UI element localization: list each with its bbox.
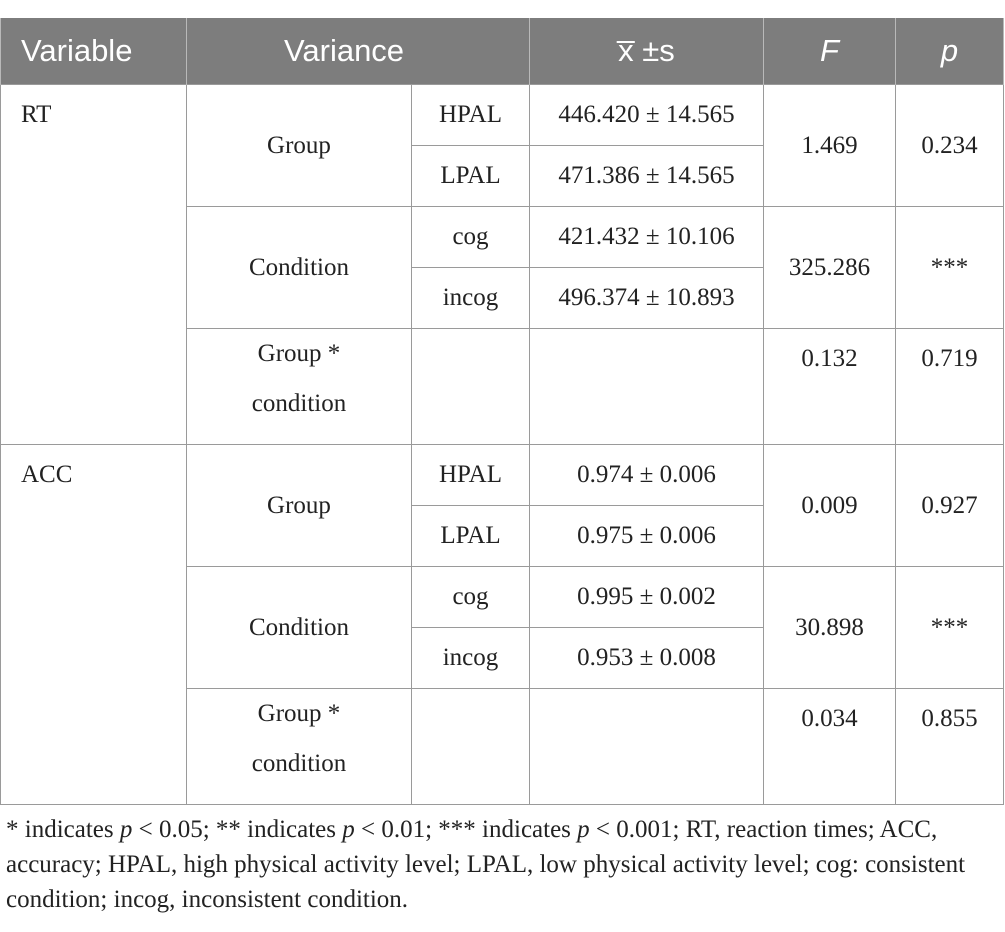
table-row: Condition cog 0.995 ± 0.002 30.898 ***: [1, 566, 1004, 689]
header-variable: Variable: [0, 18, 187, 85]
footnote-p-symbol: p: [342, 816, 355, 843]
level-cell: LPAL: [411, 505, 530, 567]
p-cell: 0.855: [895, 688, 1004, 805]
interaction-line2: condition: [251, 750, 347, 777]
level-cell: cog: [411, 566, 530, 628]
table-row: Group * condition 0.034 0.855: [1, 688, 1004, 805]
table-row: Group * condition 0.132 0.719: [1, 328, 1004, 445]
empty-cell: [411, 328, 530, 445]
level-cell: HPAL: [411, 84, 530, 146]
anova-results-table: Variable Variance x̅ ±s F p RT Group HPA…: [0, 18, 1004, 805]
interaction-line2: condition: [251, 390, 347, 417]
mean-sd-cell: 0.975 ± 0.006: [529, 505, 764, 567]
level-cell: incog: [411, 267, 530, 329]
footnote-p-symbol: p: [119, 816, 133, 843]
f-cell: 0.132: [763, 328, 896, 445]
f-cell: 1.469: [763, 84, 896, 207]
footnote-text: < 0.01; *** indicates: [354, 816, 578, 843]
f-cell: 0.034: [763, 688, 896, 805]
footnote-text: < 0.05; ** indicates: [132, 816, 343, 843]
header-p: p: [895, 18, 1004, 85]
f-cell: 325.286: [763, 206, 896, 329]
level-cell: HPAL: [411, 444, 530, 506]
p-cell: 0.927: [895, 444, 1004, 567]
table-row: incog 496.374 ± 10.893: [1, 267, 1004, 329]
variable-rt: RT: [0, 84, 187, 445]
empty-cell: [411, 688, 530, 805]
level-cell: LPAL: [411, 145, 530, 207]
f-cell: 0.009: [763, 444, 896, 567]
mean-sd-cell: 446.420 ± 14.565: [529, 84, 764, 146]
effect-group: Group: [186, 84, 412, 207]
effect-condition: Condition: [186, 206, 412, 329]
footnote-text: * indicates: [6, 816, 120, 843]
variable-acc: ACC: [0, 444, 187, 805]
effect-condition: Condition: [186, 566, 412, 689]
table-row: incog 0.953 ± 0.008: [1, 627, 1004, 689]
header-f: F: [763, 18, 896, 85]
interaction-line1: Group *: [257, 340, 341, 367]
empty-cell: [529, 328, 764, 445]
level-cell: incog: [411, 627, 530, 689]
effect-group: Group: [186, 444, 412, 567]
f-cell: 30.898: [763, 566, 896, 689]
level-cell: cog: [411, 206, 530, 268]
p-cell: 0.719: [895, 328, 1004, 445]
table-footnote: * indicates p < 0.05; ** indicates p < 0…: [6, 812, 1002, 917]
table-row: LPAL 471.386 ± 14.565: [1, 145, 1004, 207]
table-row: LPAL 0.975 ± 0.006: [1, 505, 1004, 567]
table-row: ACC Group HPAL 0.974 ± 0.006 0.009 0.927: [0, 444, 1004, 805]
table-row: RT Group HPAL 446.420 ± 14.565 1.469 0.2…: [0, 84, 1004, 445]
interaction-line1: Group *: [257, 700, 341, 727]
p-cell: 0.234: [895, 84, 1004, 207]
footnote-p-symbol: p: [577, 816, 590, 843]
footnote-text: < 0.001; RT, reaction times; ACC, accura…: [6, 816, 966, 913]
p-cell: ***: [895, 206, 1004, 329]
header-mean-sd: x̅ ±s: [529, 18, 764, 85]
header-row: Variable Variance x̅ ±s F p: [0, 18, 1004, 85]
mean-sd-cell: 421.432 ± 10.106: [529, 206, 764, 268]
mean-sd-cell: 496.374 ± 10.893: [529, 267, 764, 329]
header-variance: Variance: [186, 18, 530, 85]
p-cell: ***: [895, 566, 1004, 689]
mean-sd-cell: 0.974 ± 0.006: [529, 444, 764, 506]
empty-cell: [529, 688, 764, 805]
mean-sd-cell: 0.953 ± 0.008: [529, 627, 764, 689]
mean-sd-cell: 0.995 ± 0.002: [529, 566, 764, 628]
effect-interaction: Group * condition: [186, 688, 412, 805]
mean-sd-cell: 471.386 ± 14.565: [529, 145, 764, 207]
effect-interaction: Group * condition: [186, 328, 412, 445]
